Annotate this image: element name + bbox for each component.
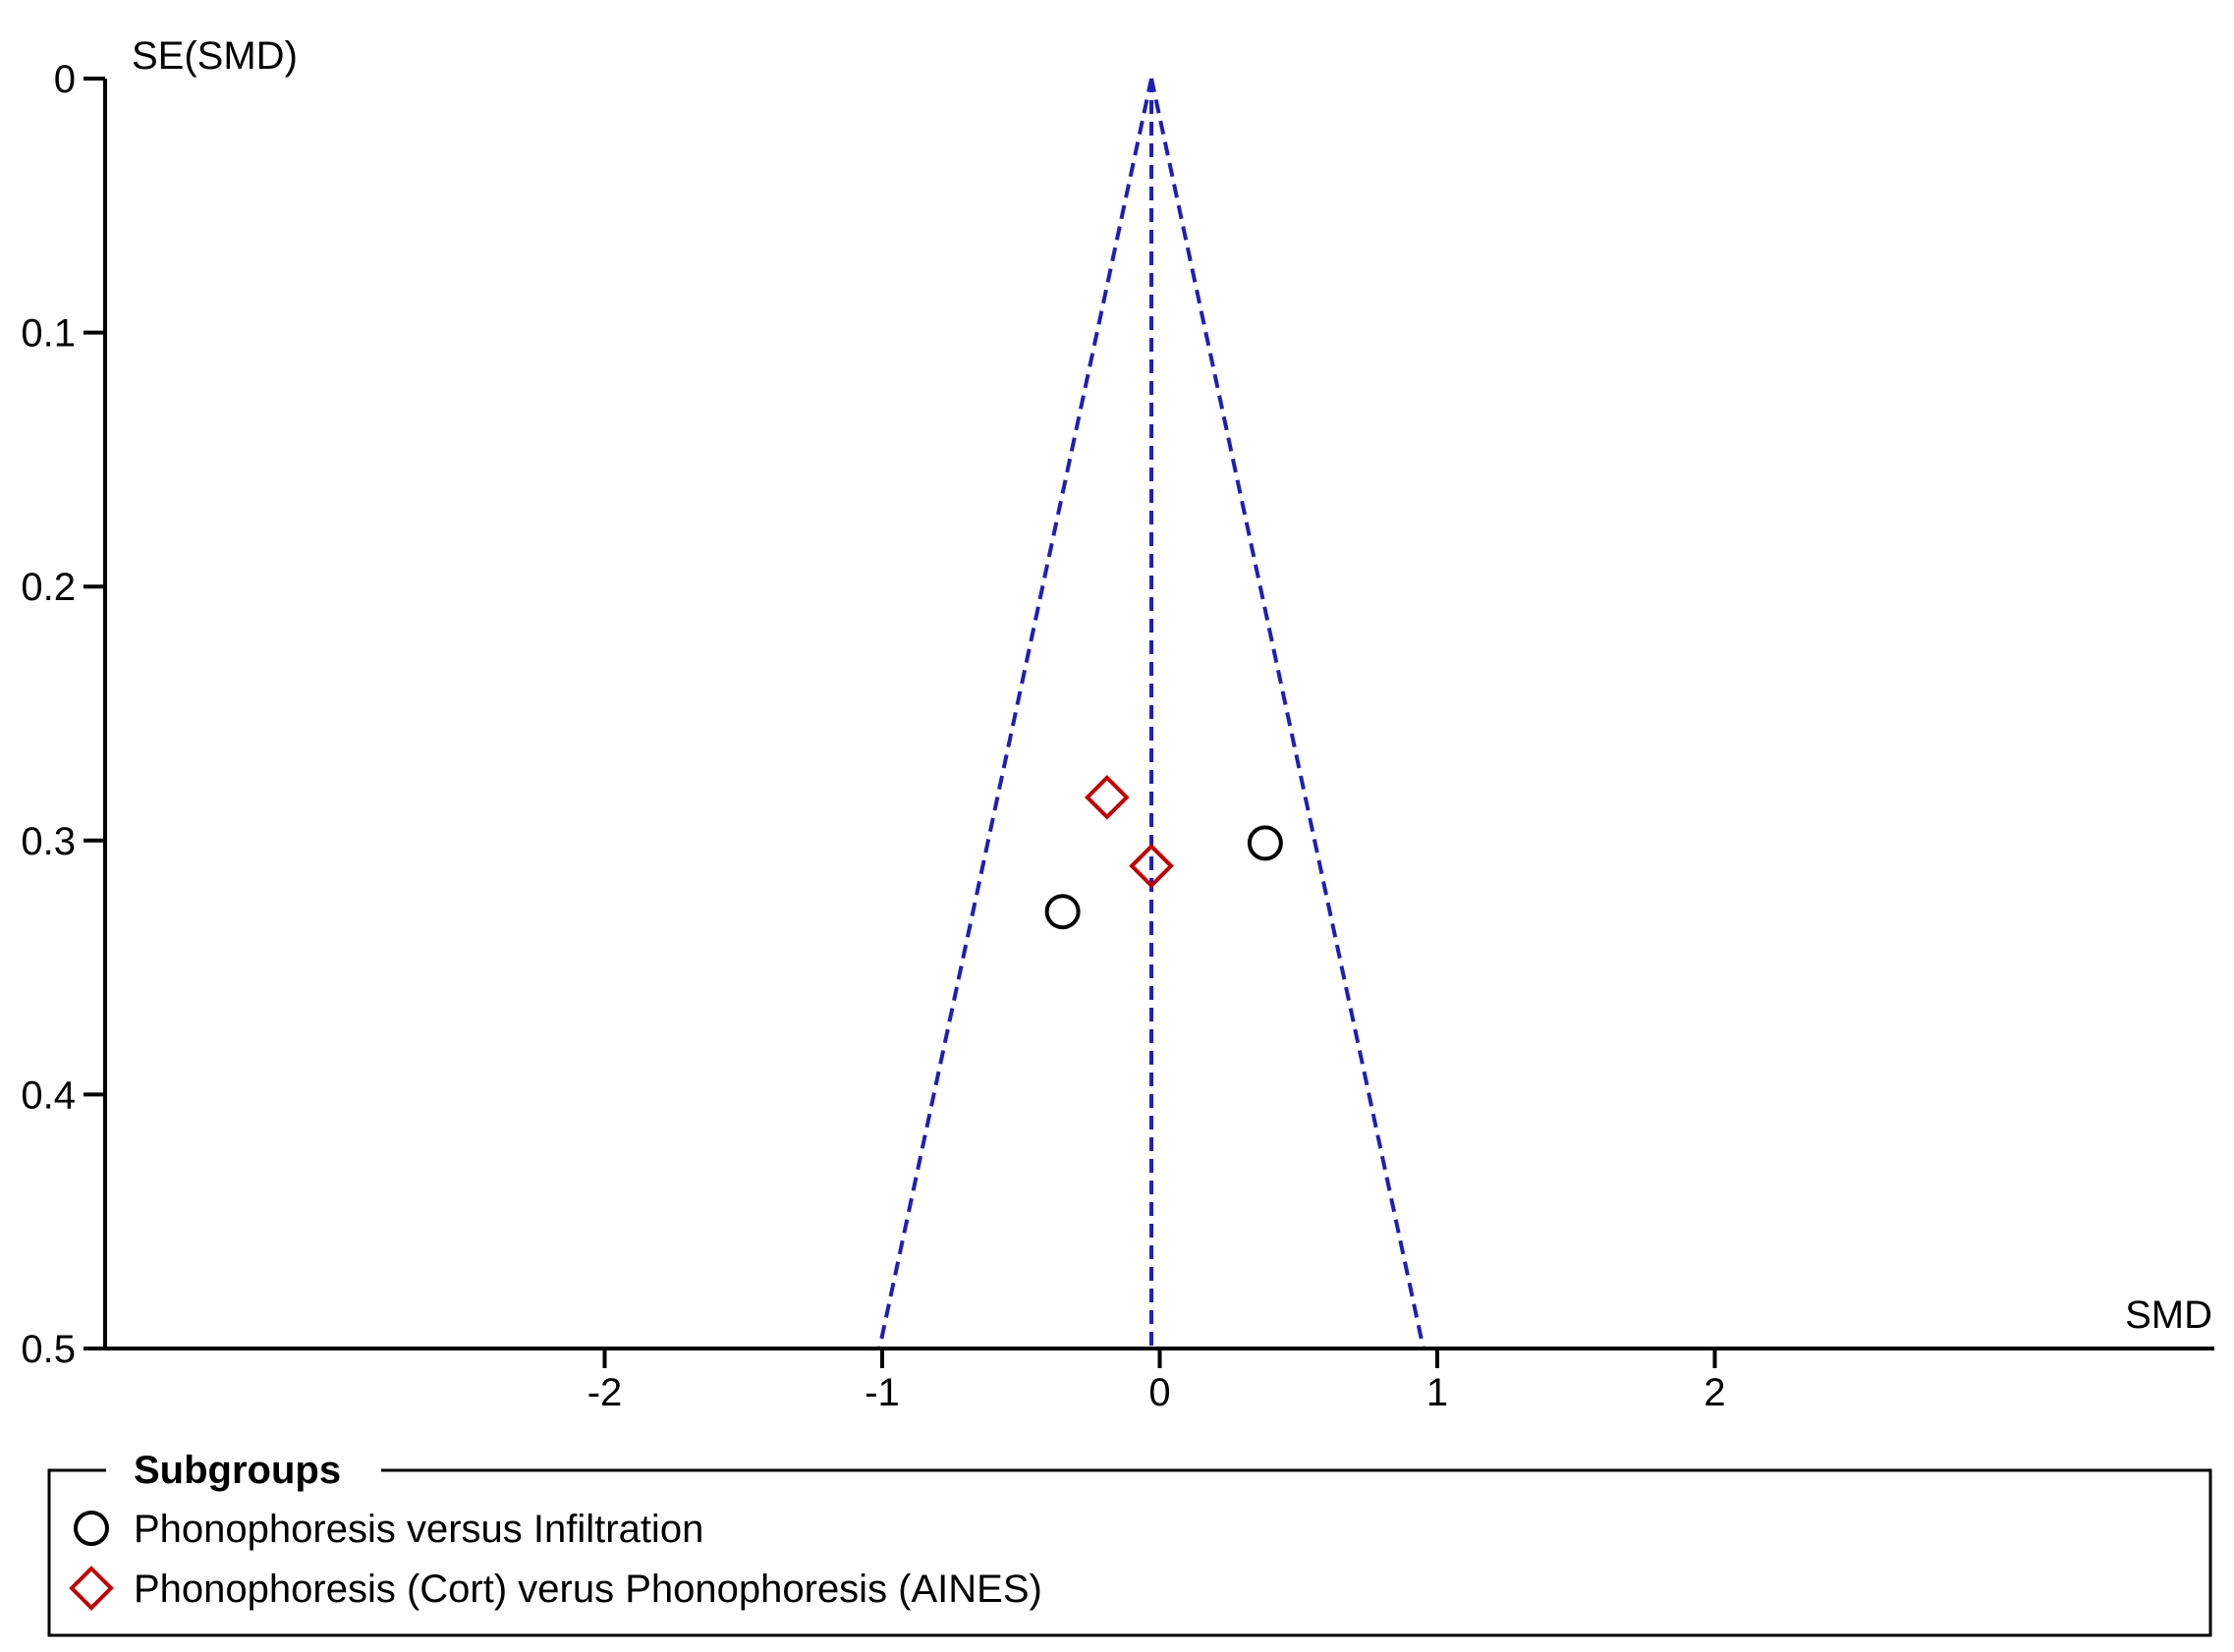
y-tick-label: 0.4: [21, 1074, 76, 1117]
legend-title-background: [106, 1459, 381, 1484]
x-tick-label: 0: [1148, 1371, 1170, 1414]
x-tick-label: -2: [587, 1371, 623, 1414]
funnel-left-limit: [877, 78, 1153, 1349]
data-point-s1-1: [1129, 843, 1174, 889]
data-points: [1044, 775, 1283, 930]
y-tick-label: 0: [54, 58, 76, 101]
y-tick-label: 0.5: [21, 1328, 76, 1371]
legend: Subgroups Phonophoresis versus Infiltrat…: [47, 1449, 2212, 1637]
legend-title: Subgroups: [134, 1449, 341, 1492]
x-axis-title: SMD: [2125, 1294, 2212, 1337]
legend-box: [47, 1468, 2212, 1637]
axes: SE(SMD) SMD: [103, 34, 2214, 1350]
y-axis-title: SE(SMD): [132, 34, 298, 78]
y-tick-label: 0.3: [21, 820, 76, 863]
legend-marker-0: [74, 1511, 109, 1546]
x-tick-label: -1: [865, 1371, 900, 1414]
x-tick-label: 1: [1426, 1371, 1448, 1414]
funnel-right-limit: [1149, 78, 1425, 1349]
x-tick-label: 2: [1703, 1371, 1725, 1414]
legend-label-1: Phonophoresis (Cort) verus Phonophoresis…: [134, 1568, 1042, 1611]
legend-items: Phonophoresis versus Infiltration Phonoph…: [69, 1508, 1042, 1611]
data-point-s0-1: [1247, 825, 1283, 861]
y-tick-label: 0.2: [21, 566, 76, 609]
data-point-s1-0: [1084, 775, 1130, 820]
data-point-s0-0: [1044, 894, 1081, 930]
axis-ticks: 0 0.1 0.2 0.3 0.4 0.5 -2 -1 0 1 2: [21, 58, 1725, 1414]
legend-marker-1: [69, 1566, 114, 1611]
funnel-lines: [877, 78, 1425, 1349]
legend-label-0: Phonophoresis versus Infiltration: [134, 1508, 703, 1551]
y-tick-label: 0.1: [21, 312, 76, 356]
